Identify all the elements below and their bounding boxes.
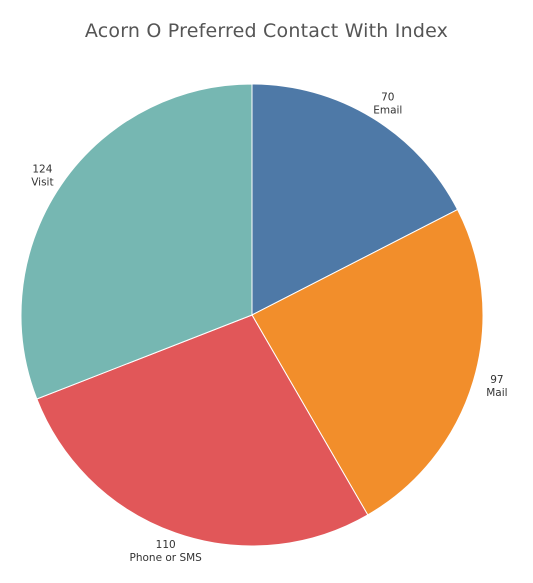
slice-category-email: Email xyxy=(373,105,402,117)
slice-label-phone-or-sms: 110 Phone or SMS xyxy=(130,539,203,564)
slice-category-phone-or-sms: Phone or SMS xyxy=(130,552,203,564)
slice-label-email: 70 Email xyxy=(373,92,402,117)
slice-value-phone-or-sms: 110 xyxy=(156,539,176,551)
pie-slice-visit[interactable] xyxy=(20,83,253,400)
slice-category-visit: Visit xyxy=(31,177,53,189)
slice-label-visit: 124 Visit xyxy=(31,164,53,189)
slice-labels: 70 Email 97 Mail 110 Phone or SMS 124 Visit xyxy=(31,92,507,565)
pie-slice-mail[interactable] xyxy=(251,208,484,516)
slice-category-mail: Mail xyxy=(486,387,507,399)
chart-title: Acorn O Preferred Contact With Index xyxy=(84,20,449,42)
slice-value-visit: 124 xyxy=(32,164,52,176)
slice-value-mail: 97 xyxy=(490,374,503,386)
slice-label-mail: 97 Mail xyxy=(486,374,507,399)
pie-slice-email[interactable] xyxy=(251,83,459,316)
pie-slices xyxy=(20,83,484,547)
pie-slice-phone-or-sms[interactable] xyxy=(36,314,369,547)
slice-value-email: 70 xyxy=(381,92,394,104)
